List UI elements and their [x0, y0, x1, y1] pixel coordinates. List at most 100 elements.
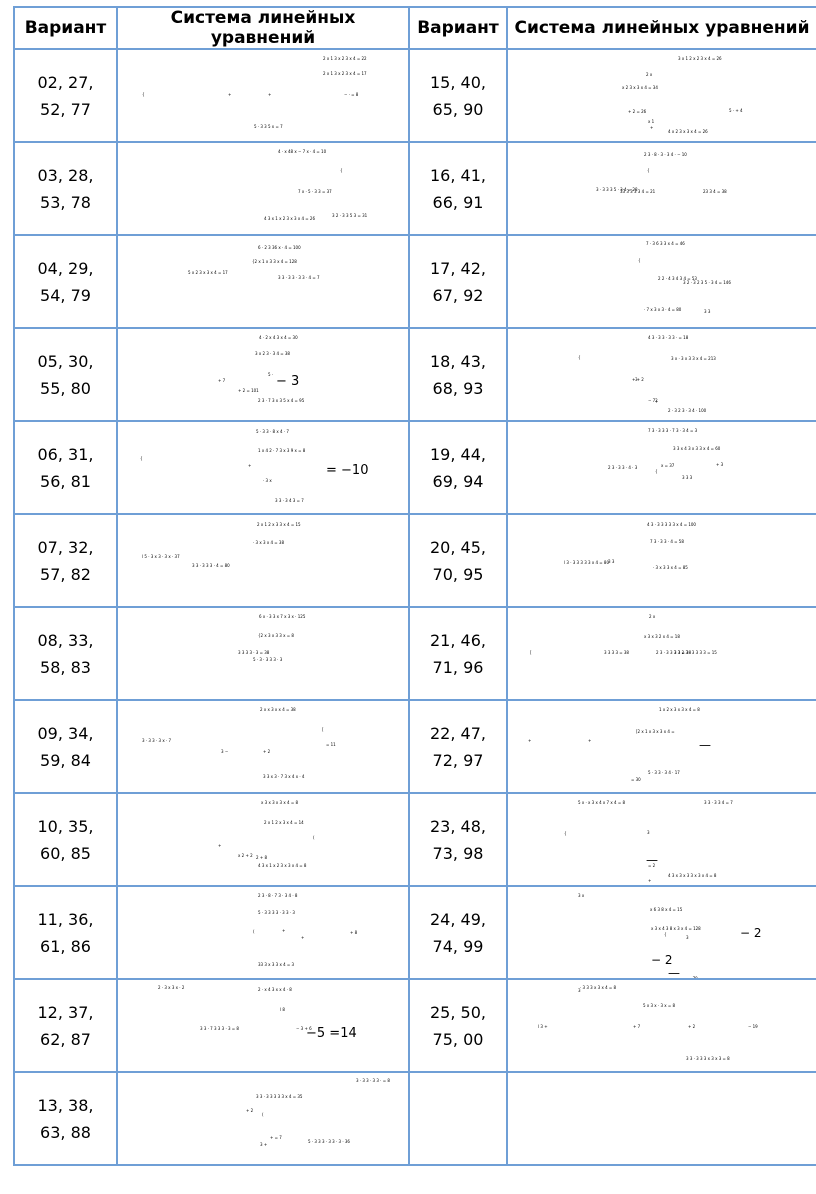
equation-system: 4 3 · 3 3 · 3 3 · = 18 3 x · 3 x 3 3 x 4 …	[508, 329, 816, 420]
equation-fragment: + 8	[350, 930, 358, 935]
equation-fragment: + 2 = 26	[628, 109, 647, 114]
equation-fragment: [	[530, 650, 532, 655]
equation-fragment: +	[248, 463, 252, 468]
variant-numbers: 55, 80	[40, 378, 91, 398]
equation-fragment: 5 · + 4	[729, 108, 743, 113]
equation-fragment: 5 x · x 3 x 4 x 7 x 4 = 8	[578, 800, 625, 805]
variant-cell-right	[408, 1071, 508, 1166]
equation-fragment: {	[578, 355, 581, 360]
variant-cell-left: 02, 27, 52, 77	[13, 48, 118, 143]
header-system-left: Система линейных уравнений	[116, 6, 410, 50]
variant-numbers: 65, 90	[432, 99, 484, 119]
equation-system	[508, 1073, 816, 1164]
variant-cell-left: 06, 31, 56, 81	[13, 420, 118, 515]
variant-numbers: 54, 79	[40, 285, 91, 305]
equation-system: 4 · 2 x 4 3 x 4 = 30 3 x 2 3 · 3 4 = 38 5 …	[118, 329, 408, 420]
equation-fragment: 3 2 · 3 3 5 3 = 31	[332, 213, 368, 218]
variant-numbers: 13, 38,	[37, 1095, 94, 1115]
variant-cell-right: 19, 44, 69, 94	[408, 420, 508, 515]
equation-system-cell-right: 4 3 · 3 3 · 3 3 · = 18 3 x · 3 x 3 3 x 4 …	[506, 327, 816, 422]
equation-fragment: 4 3 x 3 x 3 3 x 3 x 4 = 8	[668, 873, 717, 878]
equation-fragment: x 3 x 3 x 3 x 4 = 8	[261, 800, 298, 805]
equation-fragment: {	[142, 92, 145, 97]
equation-fragment: {	[140, 456, 143, 461]
variant-numbers: 16, 41,	[430, 165, 486, 185]
equation-fragment: {	[638, 258, 641, 263]
equation-fragment: l 3 +	[538, 1024, 548, 1029]
variant-cell-right: 24, 49, 74, 99	[408, 885, 508, 980]
equation-fragment: {	[564, 831, 567, 836]
equation-fragment: [2 x 1 x 3 x 3 x 4 =	[636, 729, 675, 734]
equation-fragment: 5 · 3 3 5 x = 7	[254, 124, 283, 129]
variant-cell-left: 05, 30, 55, 80	[13, 327, 118, 422]
equation-fragment: 3 3 3 3 = 38	[604, 650, 629, 655]
equation-fragment: 4 3 · 3 3 · 3 3 · = 18	[648, 335, 689, 340]
equation-fragment: 23 3 4 = 38	[703, 189, 727, 194]
equation-fragment: 5 · 3 · 3 3 3 · 3	[253, 657, 283, 662]
equation-system: 5 · 3 3 · 8 x 4 · 7 1 x 4 2 · 7 3 x 3 9 x…	[118, 422, 408, 513]
variant-numbers: 12, 37,	[37, 1002, 94, 1022]
equation-system-cell-right: 3 · 3 3 3 x 3 x 4 = 8 5 x 3 x · 3 x = 8 l 3…	[506, 978, 816, 1073]
equation-fragment: 3 · 3 3 · 3 x · 7	[142, 738, 172, 743]
equation-fragment: 4 · x 48 x − 7 x · 4 = 10	[278, 149, 327, 154]
equation-fragment: − 2	[651, 953, 673, 967]
equation-fragment: 4 x 2 3 x 3 x 4 = 26	[668, 129, 708, 134]
variant-numbers: 04, 29,	[37, 258, 94, 278]
equation-system-cell-right: 7 3 · 3 3 3 · 7 3 · 3 4 = 3 3 3 x 4 3 x 3…	[506, 420, 816, 515]
equation-fragment: +	[301, 935, 305, 940]
variant-cell-left: 10, 35, 60, 85	[13, 792, 118, 887]
equation-system: 2 x x 3 x 3 2 x 4 = 18 [3 3 3 3 = 38 2 3 · …	[508, 608, 816, 699]
equation-system: 6 x · 3 3 x 7 x 3 x · 125 {2 x 3 x 3 3 x …	[118, 608, 408, 699]
equation-fragment: 4 3 x 1 x 2 3 x 3 x 4 = 26	[264, 216, 315, 221]
equation-fragment: l 5 · 3 x 3 · 3 x · 37	[142, 554, 180, 559]
variant-numbers: 56, 81	[40, 471, 91, 491]
equation-fragment: 3 3 · 3 3 · 3 3 · 4 = 7	[278, 275, 320, 280]
equation-fragment: —	[646, 853, 658, 867]
table-row: 05, 30, 55, 80 4 · 2 x 4 3 x 4 = 30 3 x 2 3…	[13, 327, 816, 422]
equation-fragment: 2 · 3 2 3 · 3 4 · 100	[668, 408, 707, 413]
equation-fragment: 3 x 2 3 · 3 4 = 38	[255, 351, 290, 356]
equation-fragment: 3	[578, 988, 581, 993]
equation-fragment: {2 x 1 x 3 3 x 4 = 128	[252, 259, 297, 264]
variant-numbers: 57, 82	[40, 564, 91, 584]
table-row: 13, 38, 63, 88 3 · 3 3 · 3 3 · = 8 3 3 · 3 …	[13, 1071, 816, 1166]
variant-numbers: 75, 00	[432, 1029, 484, 1049]
variant-numbers: 60, 85	[40, 843, 91, 863]
equation-fragment: +	[282, 928, 286, 933]
equation-system: 4 3 · 3 3 3 3 3 x 4 = 100 7 3 · 3 3 · 4 =…	[508, 515, 816, 606]
variant-numbers: 15, 40,	[430, 72, 486, 92]
equation-fragment: · 3 x 3 3 x 4 = 85	[653, 565, 688, 570]
equation-fragment: = −10	[326, 463, 369, 478]
variant-cell-right: 18, 43, 68, 93	[408, 327, 508, 422]
variant-numbers: 08, 33,	[37, 630, 94, 650]
equation-fragment: + 2 = 101	[238, 388, 259, 393]
equation-fragment: 1 x 4 2 · 7 3 x 3 9 x = 8	[258, 448, 306, 453]
equation-fragment: 3 3 · 3 3 4 = 7	[704, 800, 733, 805]
equation-fragment: 3 3 x 3 · 7 3 x 4 x · 4	[263, 774, 305, 779]
equation-fragment: 5 · 3 3 3 · 3 3 · 3 · 36	[308, 1139, 350, 1144]
variant-numbers: 53, 78	[40, 192, 91, 212]
variant-cell-left: 11, 36, 61, 86	[13, 885, 118, 980]
equation-fragment: · 3 x	[263, 478, 272, 483]
equation-fragment: l 8	[280, 1007, 285, 1012]
equation-fragment: 2 x x 3 x x 4 = 38	[260, 707, 296, 712]
equation-fragment: 7 3 · 3 3 3 · 7 3 · 3 4 = 3	[648, 428, 698, 433]
equation-fragment: 3	[635, 377, 638, 382]
equation-fragment: + 3	[716, 462, 724, 467]
equation-fragment: x 6 3 8 x 4 = 15	[650, 907, 683, 912]
table-row: 09, 34, 59, 84 2 x x 3 x x 4 = 38 [3 · 3 3 …	[13, 699, 816, 794]
table-row: 03, 28, 53, 78 4 · x 48 x − 7 x · 4 = 10 {7…	[13, 141, 816, 236]
equation-fragment: 3 · 3 3 3 5 · 3 4 = 28	[596, 187, 638, 192]
equation-fragment: 3 3 3	[682, 475, 693, 480]
variant-numbers: 61, 86	[40, 936, 91, 956]
equation-system-cell-left: 2 · x 4 3 x x 4 · 8 2 · 3 x 3 x · 2 l 8 − 3…	[116, 978, 410, 1073]
table-row: 02, 27, 52, 77 2 x 1 3 x 2 3 x 4 = 22 2 x 1…	[13, 48, 816, 143]
equation-fragment: 3 3 2 3 · 3 3 3 3 = 15	[674, 650, 717, 655]
equation-system: 3 x x 6 3 8 x 4 = 15 x 3 x 4 3 8 x 3 x 4 =…	[508, 887, 816, 979]
equation-fragment: 33 3 3 3 3 4 = 21	[620, 189, 656, 194]
equation-fragment: 5 · 3 3 · 3 4 · 17	[648, 770, 680, 775]
header-row: Вариант Система линейных уравнений Вариа…	[13, 6, 816, 50]
equation-fragment: 3 3 · 3 3 3 · 4 = 80	[192, 563, 230, 568]
equation-system-cell-left: 6 x · 3 3 x 7 x 3 x · 125 {2 x 3 x 3 3 x …	[116, 606, 410, 701]
equation-fragment: + = 7	[270, 1135, 282, 1140]
